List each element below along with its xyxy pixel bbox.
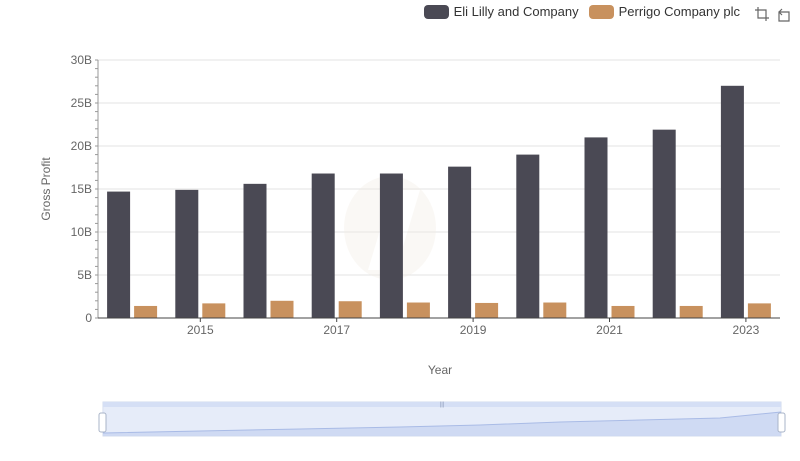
legend-label: Perrigo Company plc <box>618 4 740 19</box>
bars <box>107 85 771 318</box>
bar-eli-lilly-2014 <box>107 191 131 318</box>
x-tick-label: 2021 <box>596 323 623 337</box>
legend-swatch <box>588 4 614 19</box>
legend-swatch <box>423 4 449 19</box>
legend-item-perrigo[interactable]: Perrigo Company plc <box>588 4 740 19</box>
zoom-handle-left[interactable] <box>98 412 107 433</box>
x-tick-label: 2017 <box>323 323 350 337</box>
bar-perrigo-2020 <box>543 302 567 318</box>
bar-eli-lilly-2016 <box>243 183 267 318</box>
bar-perrigo-2017 <box>338 301 362 318</box>
legend-item-eli-lilly[interactable]: Eli Lilly and Company <box>423 4 579 19</box>
bar-perrigo-2022 <box>679 305 703 318</box>
y-tick-label: 15B <box>71 182 92 196</box>
y-tick-label: 10B <box>71 225 92 239</box>
restore-icon[interactable] <box>776 6 792 22</box>
chart-legend: Eli Lilly and Company Perrigo Company pl… <box>423 4 740 19</box>
bar-perrigo-2023 <box>747 303 771 318</box>
grid-lines <box>98 59 780 319</box>
y-tick-label: 20B <box>71 139 92 153</box>
bar-eli-lilly-2015 <box>175 189 199 318</box>
bar-eli-lilly-2023 <box>720 85 744 318</box>
y-axis-title: Gross Profit <box>39 157 53 221</box>
zoom-handle-right[interactable] <box>777 412 786 433</box>
bar-perrigo-2019 <box>475 302 499 318</box>
bar-perrigo-2021 <box>611 305 635 318</box>
bar-eli-lilly-2017 <box>311 173 335 318</box>
bar-perrigo-2014 <box>134 305 158 318</box>
x-tick-label: 2019 <box>460 323 487 337</box>
chart-toolbox <box>754 6 792 22</box>
bar-perrigo-2018 <box>406 302 430 318</box>
x-axis-title: Year <box>428 363 452 377</box>
zoom-drag-grip[interactable]: ||| <box>440 402 445 408</box>
y-tick-label: 25B <box>71 96 92 110</box>
axes: 0 5B 10B 15B 20B 25B 30B 2015 2017 2019 2021 2023 <box>71 53 780 337</box>
legend-label: Eli Lilly and Company <box>453 4 579 19</box>
bar-eli-lilly-2021 <box>584 137 608 318</box>
bar-eli-lilly-2018 <box>379 173 403 318</box>
zoom-icon[interactable] <box>754 6 770 22</box>
bar-eli-lilly-2020 <box>516 154 540 318</box>
bar-perrigo-2015 <box>202 303 226 318</box>
x-tick-label: 2023 <box>733 323 760 337</box>
bar-eli-lilly-2022 <box>652 129 676 318</box>
y-tick-label: 5B <box>77 268 92 282</box>
y-tick-label: 30B <box>71 53 92 67</box>
x-tick-label: 2015 <box>187 323 214 337</box>
y-tick-label: 0 <box>85 311 92 325</box>
bar-eli-lilly-2019 <box>448 166 472 318</box>
bar-perrigo-2016 <box>270 300 294 318</box>
data-zoom-slider[interactable]: ||| <box>98 401 786 437</box>
